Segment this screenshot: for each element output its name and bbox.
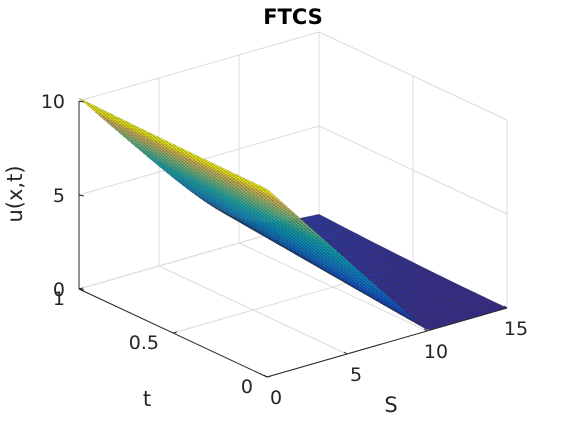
- y-tick-mark: [266, 375, 272, 378]
- x-tick-mark: [343, 351, 348, 355]
- axes: [78, 100, 508, 378]
- z-tick-label: 10: [41, 91, 65, 113]
- z-tick-mark: [78, 100, 85, 103]
- y-tick-mark: [172, 331, 178, 334]
- z-tick-mark: [78, 194, 85, 197]
- x-tick-mark: [503, 305, 508, 309]
- grid-line: [318, 31, 508, 121]
- y-tick-label: 0.5: [129, 332, 159, 354]
- surface: [78, 97, 508, 330]
- x-tick-mark: [423, 328, 428, 332]
- grid-line: [318, 125, 508, 215]
- x-tick-mark: [263, 374, 268, 378]
- x-axis-line: [266, 307, 508, 378]
- x-tick-label: 0: [270, 387, 282, 409]
- x-axis-label: S: [384, 393, 397, 417]
- z-tick-mark: [78, 288, 85, 291]
- y-tick-label: 0: [241, 376, 253, 398]
- x-tick-label: 15: [504, 318, 528, 340]
- z-axis-label: u(x,t): [3, 165, 27, 222]
- z-tick-label: 0: [53, 279, 65, 301]
- y-axis-label: t: [143, 387, 151, 411]
- x-tick-label: 5: [350, 364, 362, 386]
- x-tick-label: 10: [424, 341, 448, 363]
- y-tick-label: 1: [53, 288, 65, 310]
- z-tick-label: 5: [53, 185, 65, 207]
- chart-title: FTCS: [263, 5, 323, 29]
- grid-line: [78, 31, 320, 102]
